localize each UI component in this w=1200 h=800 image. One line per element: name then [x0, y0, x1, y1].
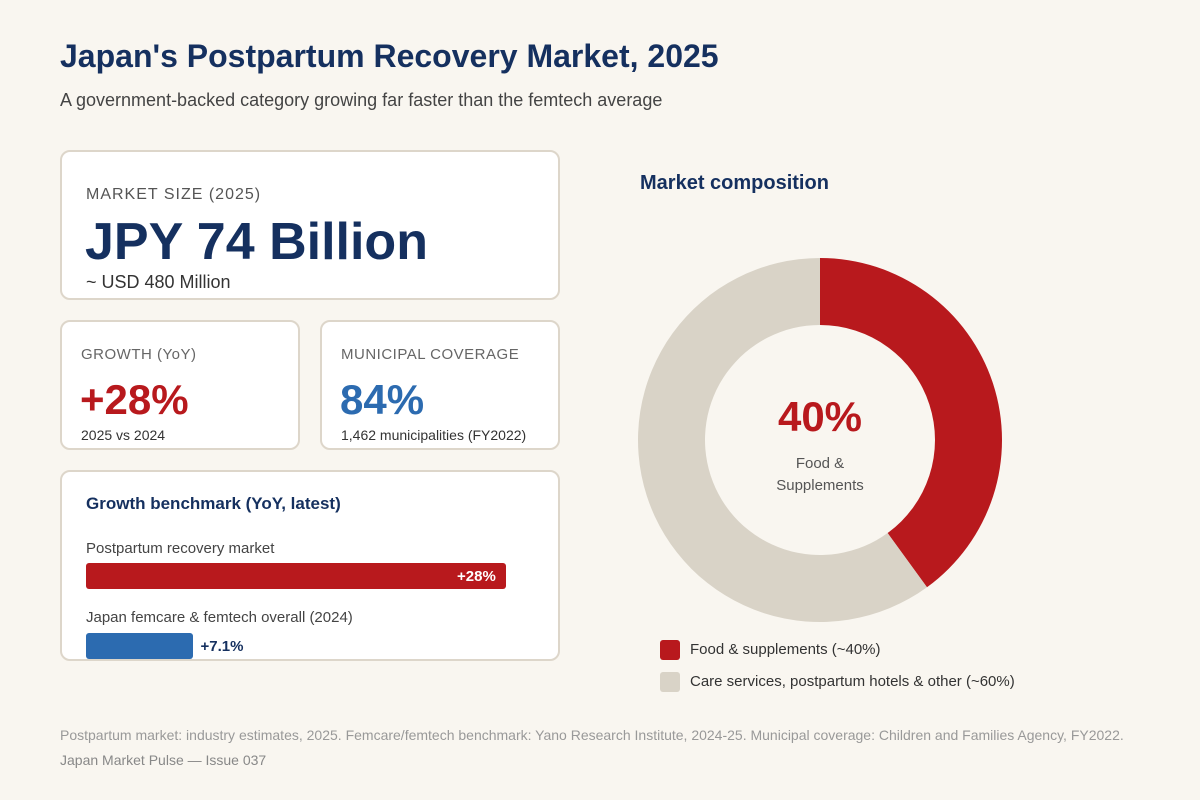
benchmark-category-label: Japan femcare & femtech overall (2024): [86, 609, 353, 626]
growth-value: +28%: [80, 376, 189, 423]
donut-chart-title: Market composition: [640, 172, 829, 194]
growth-label: GROWTH (YoY): [81, 346, 197, 363]
growth-benchmark-card: Growth benchmark (YoY, latest) Postpartu…: [60, 470, 560, 661]
donut-center-label-line: Supplements: [776, 477, 864, 494]
page-title: Japan's Postpartum Recovery Market, 2025: [60, 38, 719, 74]
legend-swatch: [660, 640, 680, 660]
market-size-value: JPY 74 Billion: [85, 213, 428, 271]
coverage-card: MUNICIPAL COVERAGE 84% 1,462 municipalit…: [320, 320, 560, 450]
issue-label: Japan Market Pulse — Issue 037: [60, 752, 267, 768]
market-size-label: MARKET SIZE (2025): [86, 186, 262, 203]
market-composition-donut: [638, 258, 1002, 622]
coverage-value: 84%: [340, 376, 425, 423]
market-size-note: ~ USD 480 Million: [86, 272, 231, 292]
coverage-note: 1,462 municipalities (FY2022): [341, 427, 527, 443]
legend-label: Care services, postpartum hotels & other…: [690, 673, 1015, 690]
benchmark-title: Growth benchmark (YoY, latest): [86, 494, 341, 513]
source-note: Postpartum market: industry estimates, 2…: [60, 727, 1124, 743]
donut-slice: [638, 258, 927, 622]
legend-swatch: [660, 672, 680, 692]
donut-slice: [820, 258, 1002, 588]
growth-note: 2025 vs 2024: [81, 427, 166, 443]
donut-center-label: Food & Supplements: [745, 453, 895, 497]
market-size-card: MARKET SIZE (2025) JPY 74 Billion ~ USD …: [60, 150, 560, 300]
benchmark-category-label: Postpartum recovery market: [86, 540, 275, 557]
legend-label: Food & supplements (~40%): [690, 641, 881, 658]
benchmark-value-label: +28%: [457, 568, 496, 585]
donut-center-label-line: Food &: [795, 455, 845, 472]
growth-card: GROWTH (YoY) +28% 2025 vs 2024: [60, 320, 300, 450]
benchmark-value-label: +7.1%: [200, 638, 244, 655]
benchmark-bar: [86, 563, 506, 589]
coverage-label: MUNICIPAL COVERAGE: [341, 346, 520, 363]
page-subtitle: A government-backed category growing far…: [60, 90, 663, 110]
benchmark-bar: [86, 633, 193, 659]
donut-center-value: 40%: [777, 393, 863, 440]
